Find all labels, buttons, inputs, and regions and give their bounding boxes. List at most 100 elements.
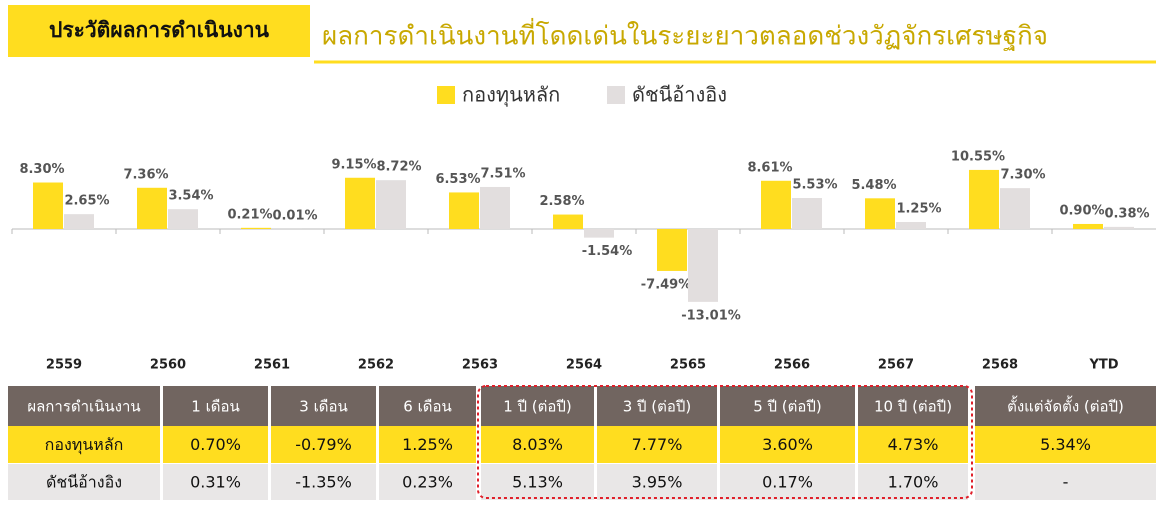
- value-label: 8.61%: [747, 160, 792, 175]
- table-value: 1.70%: [888, 473, 939, 492]
- table-header: 1 เดือน: [191, 398, 239, 416]
- table-header: 3 ปี (ต่อปี): [623, 398, 692, 416]
- table-value: 1.25%: [402, 435, 453, 454]
- table-header: 10 ปี (ต่อปี): [874, 398, 952, 416]
- value-label: 7.51%: [480, 166, 525, 181]
- bar: [553, 214, 583, 229]
- table-value: 5.13%: [512, 473, 563, 492]
- table-header: 6 เดือน: [403, 398, 451, 416]
- bar: [657, 229, 687, 271]
- x-tick-label: 2567: [878, 358, 914, 373]
- table-cell: [481, 386, 594, 426]
- table-cell: [8, 464, 160, 500]
- table-value: ดัชนีอ้างอิง: [46, 473, 122, 492]
- bar: [64, 214, 94, 229]
- table-cell: [163, 386, 268, 426]
- value-label: 0.01%: [272, 208, 317, 223]
- table-value: 0.31%: [190, 473, 241, 492]
- table-cell: [8, 426, 160, 463]
- value-label: 8.72%: [376, 160, 421, 175]
- value-label: 3.54%: [168, 189, 213, 204]
- table-cell: [720, 464, 855, 500]
- bar: [1073, 223, 1103, 229]
- table-value: 0.70%: [190, 435, 241, 454]
- table: ผลการดำเนินงาน 1 เดือน 3 เดือน 6 เดือน 1 ปี …: [8, 386, 1156, 500]
- table-header: ผลการดำเนินงาน: [27, 398, 140, 416]
- bar: [584, 229, 614, 238]
- table-value: 3.95%: [632, 473, 683, 492]
- value-label: 0.38%: [1104, 206, 1149, 221]
- legend-swatch: [607, 86, 625, 104]
- bar: [345, 177, 375, 229]
- bar: [761, 180, 791, 229]
- x-tick-label: 2561: [254, 358, 290, 373]
- legend-swatch: [437, 86, 455, 104]
- table-cell: [481, 426, 594, 463]
- table-header: 5 ปี (ต่อปี): [753, 398, 822, 416]
- legend-label: กองทุนหลัก: [462, 83, 560, 108]
- value-label: 1.25%: [896, 202, 941, 217]
- table-cell: [271, 426, 376, 463]
- table-cell: [975, 464, 1156, 500]
- table-cell: [597, 386, 717, 426]
- value-label: 5.48%: [851, 178, 896, 193]
- value-label: 8.30%: [19, 162, 64, 177]
- bar: [480, 186, 510, 229]
- x-tick-label: 2565: [670, 358, 706, 373]
- table-value: กองทุนหลัก: [45, 435, 124, 455]
- table-value: 7.77%: [632, 435, 683, 454]
- bar: [376, 180, 406, 229]
- table-value: 4.73%: [888, 435, 939, 454]
- bar: [241, 227, 271, 229]
- value-label: 5.53%: [792, 178, 837, 193]
- bar: [1000, 188, 1030, 229]
- value-label: 0.90%: [1059, 203, 1104, 218]
- chart: กองทุนหลัก ดัชนีอ้างอิง 2559 8.30% 2.65% 2560…: [11, 83, 1150, 373]
- table-value: 0.17%: [762, 473, 813, 492]
- badge: ประวัติผลการดำเนินงาน: [49, 18, 270, 42]
- value-label: 7.36%: [123, 167, 168, 182]
- table-cell: [975, 386, 1156, 426]
- x-tick-label: 2563: [462, 358, 498, 373]
- x-tick-label: 2559: [46, 358, 82, 373]
- table-cell: [720, 386, 855, 426]
- table-cell: [271, 464, 376, 500]
- heading: ผลการดำเนินงานที่โดดเด่นในระยะยาวตลอดช่ว…: [322, 18, 1048, 52]
- bar: [33, 182, 63, 229]
- table-header: ตั้งแต่จัดตั้ง (ต่อปี): [1007, 396, 1124, 416]
- table-cell: [975, 426, 1156, 463]
- table-cell: [858, 386, 968, 426]
- table-cell: [163, 426, 268, 463]
- legend-label: ดัชนีอ้างอิง: [632, 83, 727, 107]
- value-label: 9.15%: [331, 157, 376, 172]
- table-cell: [597, 464, 717, 500]
- table-cell: [379, 464, 476, 500]
- bar: [168, 209, 198, 229]
- table-value: 5.34%: [1040, 435, 1091, 454]
- table-value: -0.79%: [295, 435, 352, 454]
- table-cell: [858, 426, 968, 463]
- value-label: -1.54%: [582, 244, 633, 259]
- value-label: 2.65%: [64, 194, 109, 209]
- value-label: 2.58%: [539, 194, 584, 209]
- value-label: 10.55%: [951, 149, 1005, 164]
- table-header: 3 เดือน: [299, 398, 347, 416]
- value-label: -13.01%: [681, 308, 741, 323]
- bar: [896, 222, 926, 229]
- table-value: 3.60%: [762, 435, 813, 454]
- table-cell: [597, 426, 717, 463]
- value-label: -7.49%: [641, 277, 692, 292]
- table-cell: [163, 464, 268, 500]
- bar: [137, 187, 167, 229]
- value-label: 6.53%: [435, 172, 480, 187]
- badge-bg: [8, 5, 310, 57]
- table-cell: [858, 464, 968, 500]
- x-tick-label: YTD: [1088, 358, 1118, 373]
- table-cell: [720, 426, 855, 463]
- bar: [449, 192, 479, 229]
- x-tick-label: 2562: [358, 358, 394, 373]
- table-value: -: [1063, 473, 1069, 492]
- table-cell: [481, 464, 594, 500]
- bar: [688, 229, 718, 302]
